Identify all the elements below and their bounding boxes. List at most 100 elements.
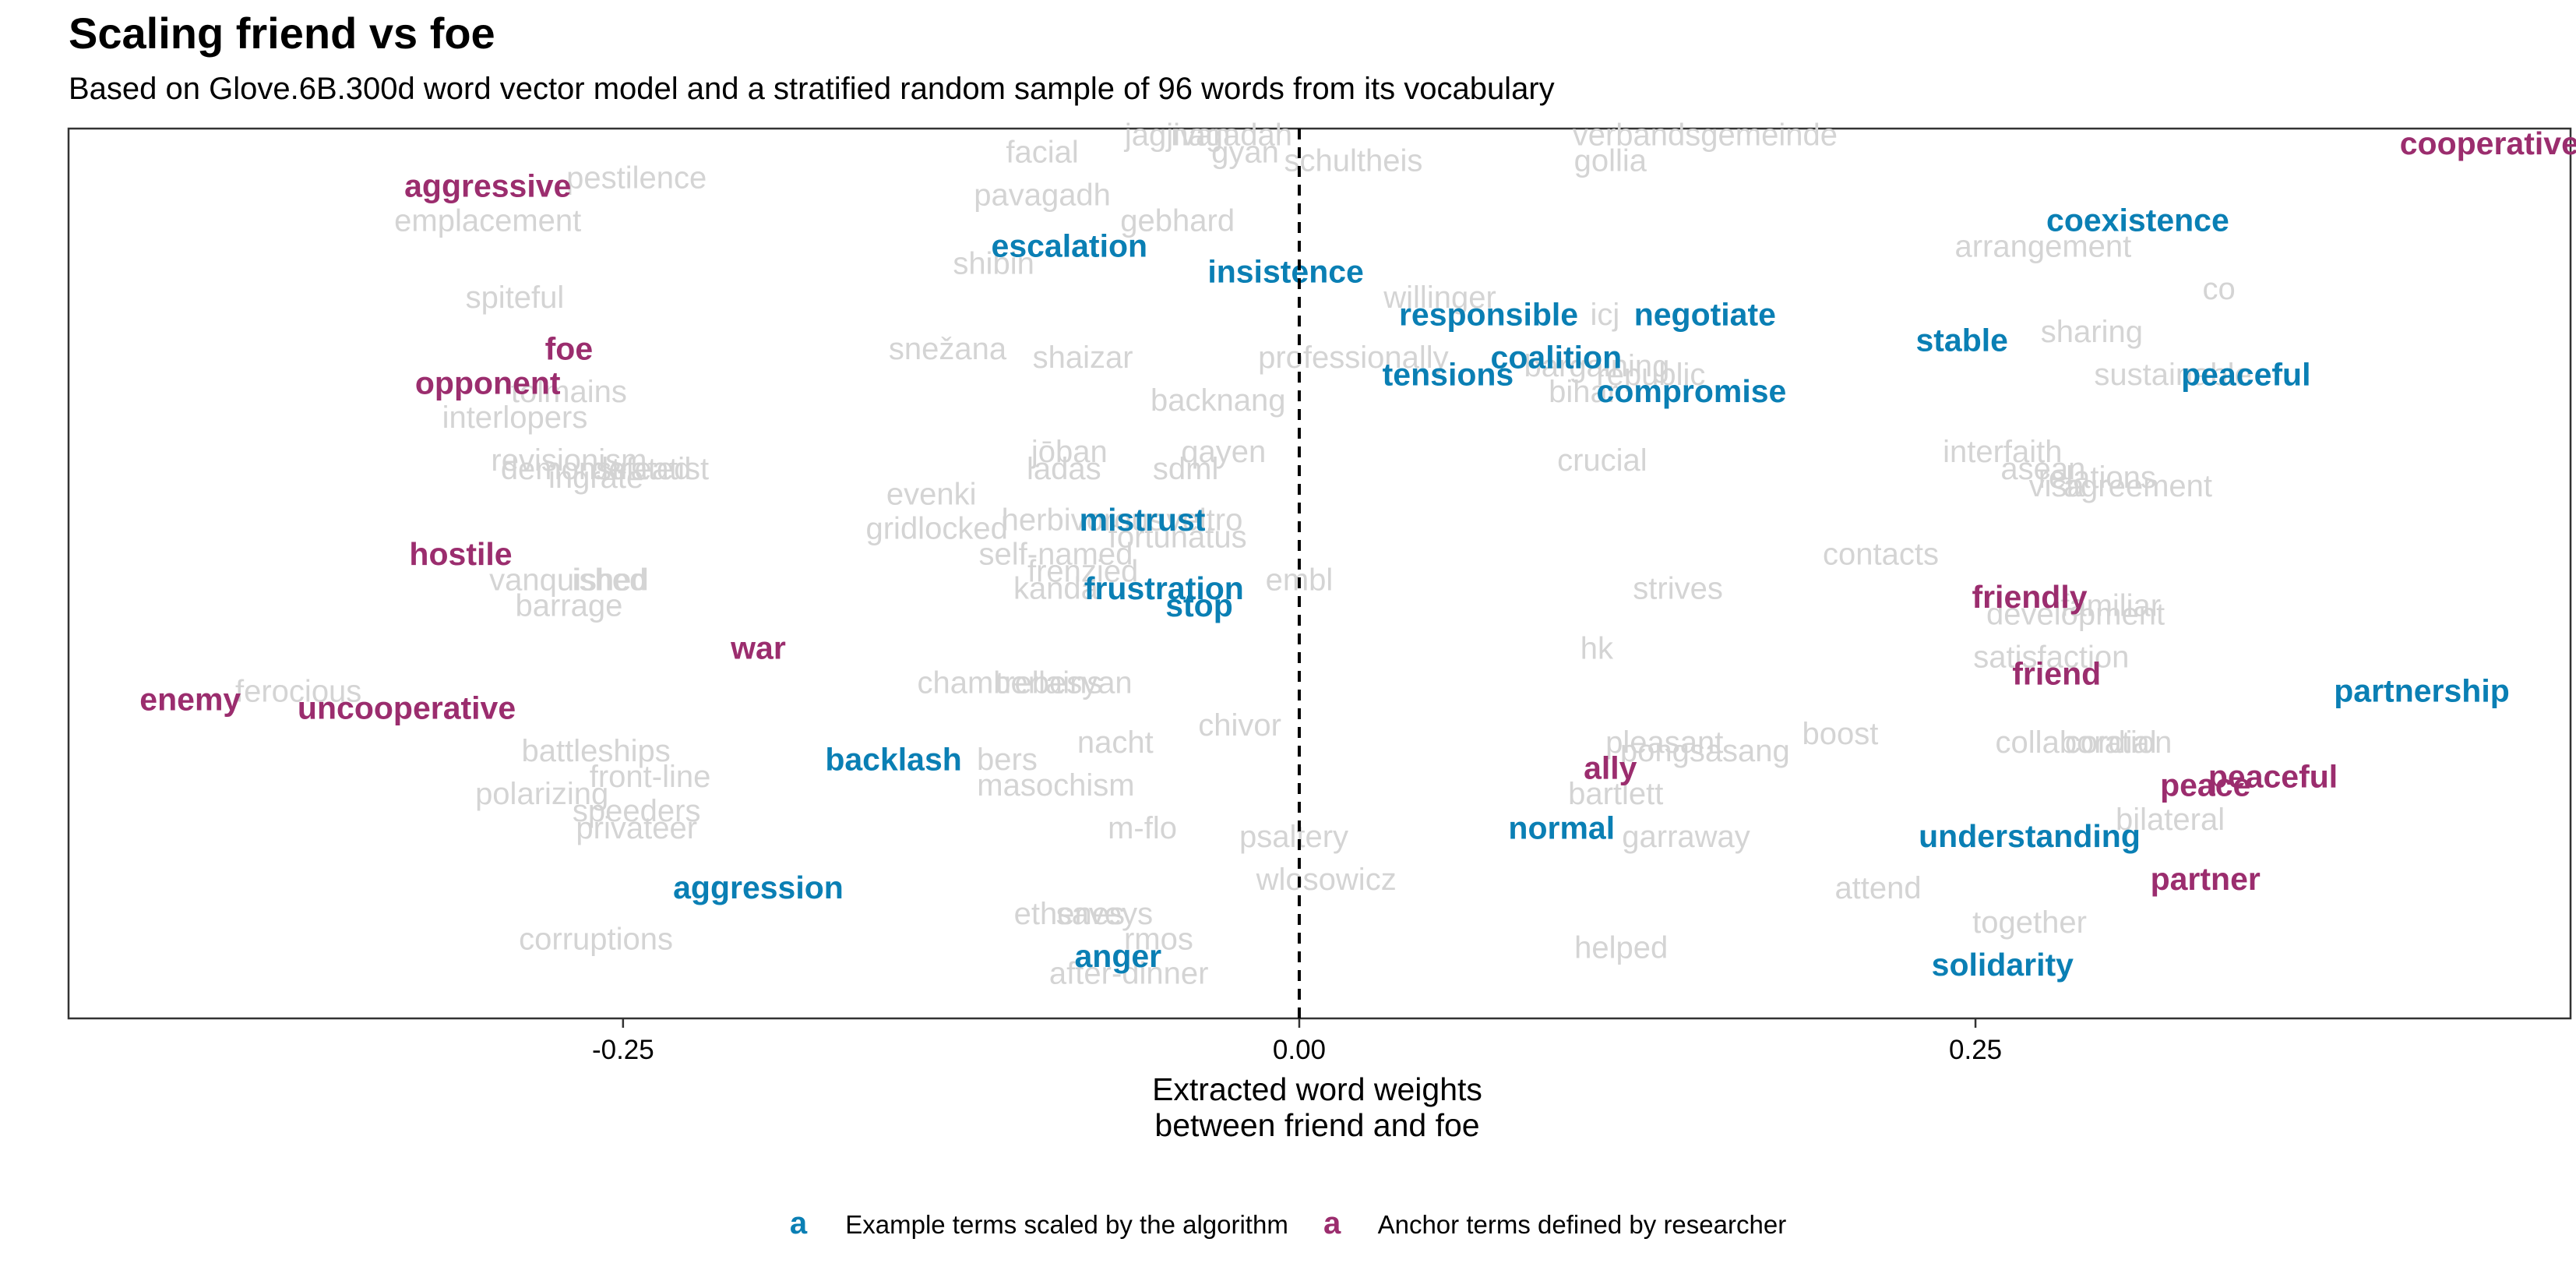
word-label-66: shaizar xyxy=(1033,341,1133,375)
example-term-label-25: aggression xyxy=(673,870,844,905)
word-label-88: chivor xyxy=(1198,708,1281,743)
word-label-43: vanquished xyxy=(489,563,649,598)
legend-item-anchor: a Anchor terms defined by researcher xyxy=(1323,1206,1786,1241)
example-term-label-17: negotiate xyxy=(1634,296,1776,332)
example-term-label-21: mistrust xyxy=(1080,502,1206,538)
word-label-68: bargaining xyxy=(1524,349,1670,383)
word-label-52: corruptions xyxy=(519,923,673,957)
word-label-120: satisfaction xyxy=(1973,640,2129,674)
word-label-98: after-dinner xyxy=(1049,957,1209,991)
word-label-50: speeders xyxy=(573,794,701,828)
word-label-56: gyan xyxy=(1211,136,1279,170)
word-label-121: collaboration xyxy=(1996,725,2173,760)
word-label-46: ferocious xyxy=(235,674,361,708)
word-label-81: fortunatus xyxy=(1108,520,1247,555)
word-label-95: ethenes xyxy=(1014,897,1125,931)
word-label-118: familiar xyxy=(2060,588,2161,623)
word-label-58: verbandsgemeinde xyxy=(1573,118,1838,153)
word-label-116: visa xyxy=(2029,469,2085,503)
word-label-51: privateer xyxy=(576,811,697,845)
word-label-105: helped xyxy=(1574,931,1668,965)
example-term-label-23: stop xyxy=(1165,588,1233,623)
legend: a Example terms scaled by the algorithm … xyxy=(0,1206,2576,1241)
word-label-94: wlosowicz xyxy=(1256,863,1397,897)
word-label-63: willinger xyxy=(1383,281,1496,315)
chart-subtitle: Based on Glove.6B.300d word vector model… xyxy=(69,72,1555,106)
word-label-67: professionally xyxy=(1258,341,1449,375)
word-label-99: strives xyxy=(1633,572,1723,606)
word-label-124: together xyxy=(1972,905,2087,940)
word-label-69: republic xyxy=(1596,358,1705,392)
word-label-93: psaltery xyxy=(1239,820,1348,854)
word-label-90: bers xyxy=(977,743,1038,777)
anchor-term-label-3: hostile xyxy=(409,536,512,572)
legend-key-anchor: a xyxy=(1323,1206,1341,1240)
anchor-term-label-11: peaceful xyxy=(2208,758,2338,794)
word-label-89: nacht xyxy=(1077,725,1154,760)
word-label-107: attend xyxy=(1834,871,1921,905)
anchor-term-label-0: aggressive xyxy=(404,168,571,204)
word-label-71: backnang xyxy=(1151,383,1285,418)
word-label-83: frenzied xyxy=(1027,555,1138,589)
legend-item-example: a Example terms scaled by the algorithm xyxy=(790,1206,1288,1241)
example-term-label-27: normal xyxy=(1508,810,1615,845)
example-term-label-19: tensions xyxy=(1383,356,1514,392)
example-term-label-18: coalition xyxy=(1491,339,1623,375)
word-label-65: snežana xyxy=(889,332,1007,366)
word-label-37: tolmains xyxy=(511,375,627,409)
word-label-39: revisionism xyxy=(491,443,647,478)
word-label-40: demonstrated xyxy=(501,452,692,486)
anchor-term-label-7: cooperative xyxy=(2400,125,2576,161)
word-label-59: gollia xyxy=(1574,143,1647,178)
word-label-78: gridlocked xyxy=(865,512,1007,546)
x-tick-label: -0.25 xyxy=(592,1035,654,1065)
anchor-term-label-8: friendly xyxy=(1972,579,2087,615)
word-label-64: icj xyxy=(1590,298,1619,332)
anchor-term-label-9: friend xyxy=(2012,656,2101,692)
legend-label-anchor: Anchor terms defined by researcher xyxy=(1377,1210,1787,1239)
anchor-term-label-4: war xyxy=(730,630,786,666)
example-term-label-16: responsible xyxy=(1399,296,1578,332)
anchor-term-label-10: ally xyxy=(1584,750,1637,785)
word-label-106: boost xyxy=(1802,717,1879,751)
word-label-102: pongsasang xyxy=(1620,734,1790,768)
word-label-34: pestilence xyxy=(566,161,707,195)
word-label-80: veltro xyxy=(1167,503,1243,538)
word-label-104: garraway xyxy=(1622,820,1750,854)
word-label-100: hk xyxy=(1580,631,1614,665)
word-label-108: contacts xyxy=(1823,538,1939,572)
example-term-label-22: frustration xyxy=(1084,570,1244,606)
example-term-label-32: peaceful xyxy=(2181,356,2310,392)
word-label-38: interlopers xyxy=(442,401,588,435)
word-label-45: barrage xyxy=(515,588,622,623)
word-label-115: relations xyxy=(2039,461,2156,495)
example-term-label-26: anger xyxy=(1074,938,1161,974)
word-label-36: spiteful xyxy=(466,281,565,315)
word-label-123: bilateral xyxy=(2116,803,2225,837)
example-term-label-24: backlash xyxy=(825,741,962,777)
word-label-70: bihar xyxy=(1549,375,1618,409)
anchor-term-label-12: peace xyxy=(2160,767,2250,803)
anchor-term-label-2: opponent xyxy=(415,365,561,401)
anchor-term-label-6: uncooperative xyxy=(298,690,516,726)
legend-key-example: a xyxy=(789,1206,808,1240)
word-label-49: polarizing xyxy=(475,777,608,811)
background-words: pestilenceemplacementspitefultolmainsint… xyxy=(235,118,2252,991)
word-label-62: shibin xyxy=(953,246,1034,281)
example-term-label-14: escalation xyxy=(992,228,1148,264)
word-label-113: interfaith xyxy=(1943,435,2062,469)
word-label-103: bartlett xyxy=(1568,777,1663,811)
anchor-term-label-13: partner xyxy=(2151,861,2261,897)
word-label-41: defeatist xyxy=(591,452,709,486)
plot-panel xyxy=(67,127,2572,1020)
word-label-109: arrangement xyxy=(1954,229,2131,263)
word-label-97: rmos xyxy=(1124,923,1193,957)
word-label-82: self-named xyxy=(979,538,1133,572)
word-label-101: pleasant xyxy=(1605,725,1723,760)
example-term-label-33: partnership xyxy=(2334,673,2510,709)
x-axis-label-line-2: between friend and foe xyxy=(1154,1107,1479,1143)
word-label-53: facial xyxy=(1006,136,1078,170)
example-term-label-20: compromise xyxy=(1597,373,1787,409)
